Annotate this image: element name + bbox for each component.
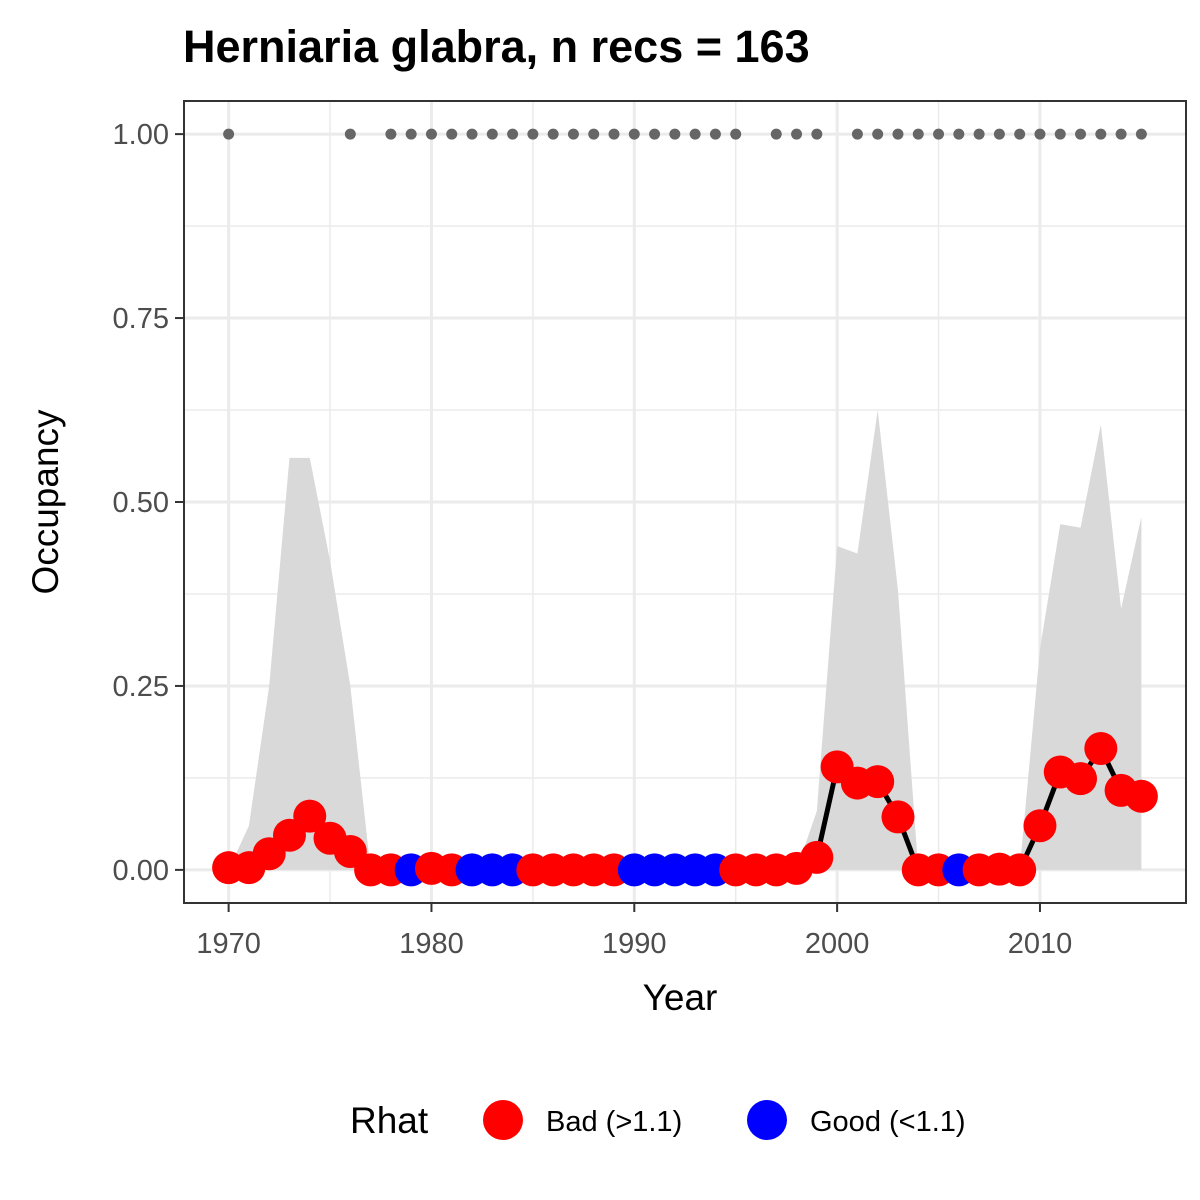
record-dot [507, 128, 519, 140]
record-dot [791, 128, 803, 140]
record-dot [567, 128, 579, 140]
legend-title: Rhat [350, 1100, 429, 1141]
legend-bad-label: Bad (>1.1) [546, 1106, 682, 1138]
plot-panel [183, 100, 1187, 904]
record-dot [669, 128, 681, 140]
point-bad [800, 840, 834, 874]
record-dot [1075, 128, 1087, 140]
record-dot [588, 128, 600, 140]
record-dot [1054, 128, 1066, 140]
record-dot [953, 128, 965, 140]
legend-good-label: Good (<1.1) [810, 1106, 966, 1138]
record-dot [547, 128, 559, 140]
record-dot [730, 128, 742, 140]
chart-title: Herniaria glabra, n recs = 163 [183, 21, 810, 72]
y-tick-label: 0.75 [113, 303, 169, 335]
record-dot [892, 128, 904, 140]
legend-bad-key [483, 1100, 523, 1140]
record-dot [872, 128, 884, 140]
point-bad [293, 799, 327, 833]
record-dot [1095, 128, 1107, 140]
record-dot [446, 128, 458, 140]
y-axis-title: Occupancy [25, 409, 66, 595]
record-dot [973, 128, 985, 140]
y-tick-label: 0.25 [113, 671, 169, 703]
point-bad [1124, 779, 1158, 813]
record-dot [993, 128, 1005, 140]
record-dots [223, 128, 1147, 140]
occupancy-points [212, 731, 1158, 887]
record-dot [689, 128, 701, 140]
x-tick-label: 1980 [399, 928, 464, 960]
record-dot [466, 128, 478, 140]
record-dot [811, 128, 823, 140]
record-dot [1034, 128, 1046, 140]
record-dot [1115, 128, 1127, 140]
y-axis: 0.00 0.25 0.50 0.75 1.00 [113, 119, 184, 887]
record-dot [223, 128, 235, 140]
record-dot [628, 128, 640, 140]
record-dot [608, 128, 620, 140]
x-axis: 1970 1980 1990 2000 2010 [196, 903, 1072, 960]
record-dot [385, 128, 397, 140]
record-dot [425, 128, 437, 140]
record-dot [1014, 128, 1026, 140]
record-dot [912, 128, 924, 140]
x-tick-label: 2000 [805, 928, 870, 960]
record-dot [344, 128, 356, 140]
y-tick-label: 0.50 [113, 487, 169, 519]
y-tick-label: 1.00 [113, 119, 169, 151]
point-bad [1003, 853, 1037, 887]
record-dot [486, 128, 498, 140]
record-dot [527, 128, 539, 140]
record-dot [851, 128, 863, 140]
record-dot [933, 128, 945, 140]
point-bad [1064, 762, 1098, 796]
legend: Rhat Bad (>1.1) Good (<1.1) [350, 1100, 966, 1141]
record-dot [405, 128, 417, 140]
legend-good-key [747, 1100, 787, 1140]
record-dot [649, 128, 661, 140]
x-tick-label: 1990 [602, 928, 667, 960]
x-tick-label: 1970 [196, 928, 261, 960]
record-dot [709, 128, 721, 140]
y-tick-label: 0.00 [113, 855, 169, 887]
x-axis-title: Year [643, 977, 718, 1018]
record-dot [770, 128, 782, 140]
x-tick-label: 2010 [1008, 928, 1073, 960]
point-bad [861, 765, 895, 799]
record-dot [1135, 128, 1147, 140]
point-bad [1023, 809, 1057, 843]
point-bad [1084, 731, 1118, 765]
point-bad [881, 800, 915, 834]
